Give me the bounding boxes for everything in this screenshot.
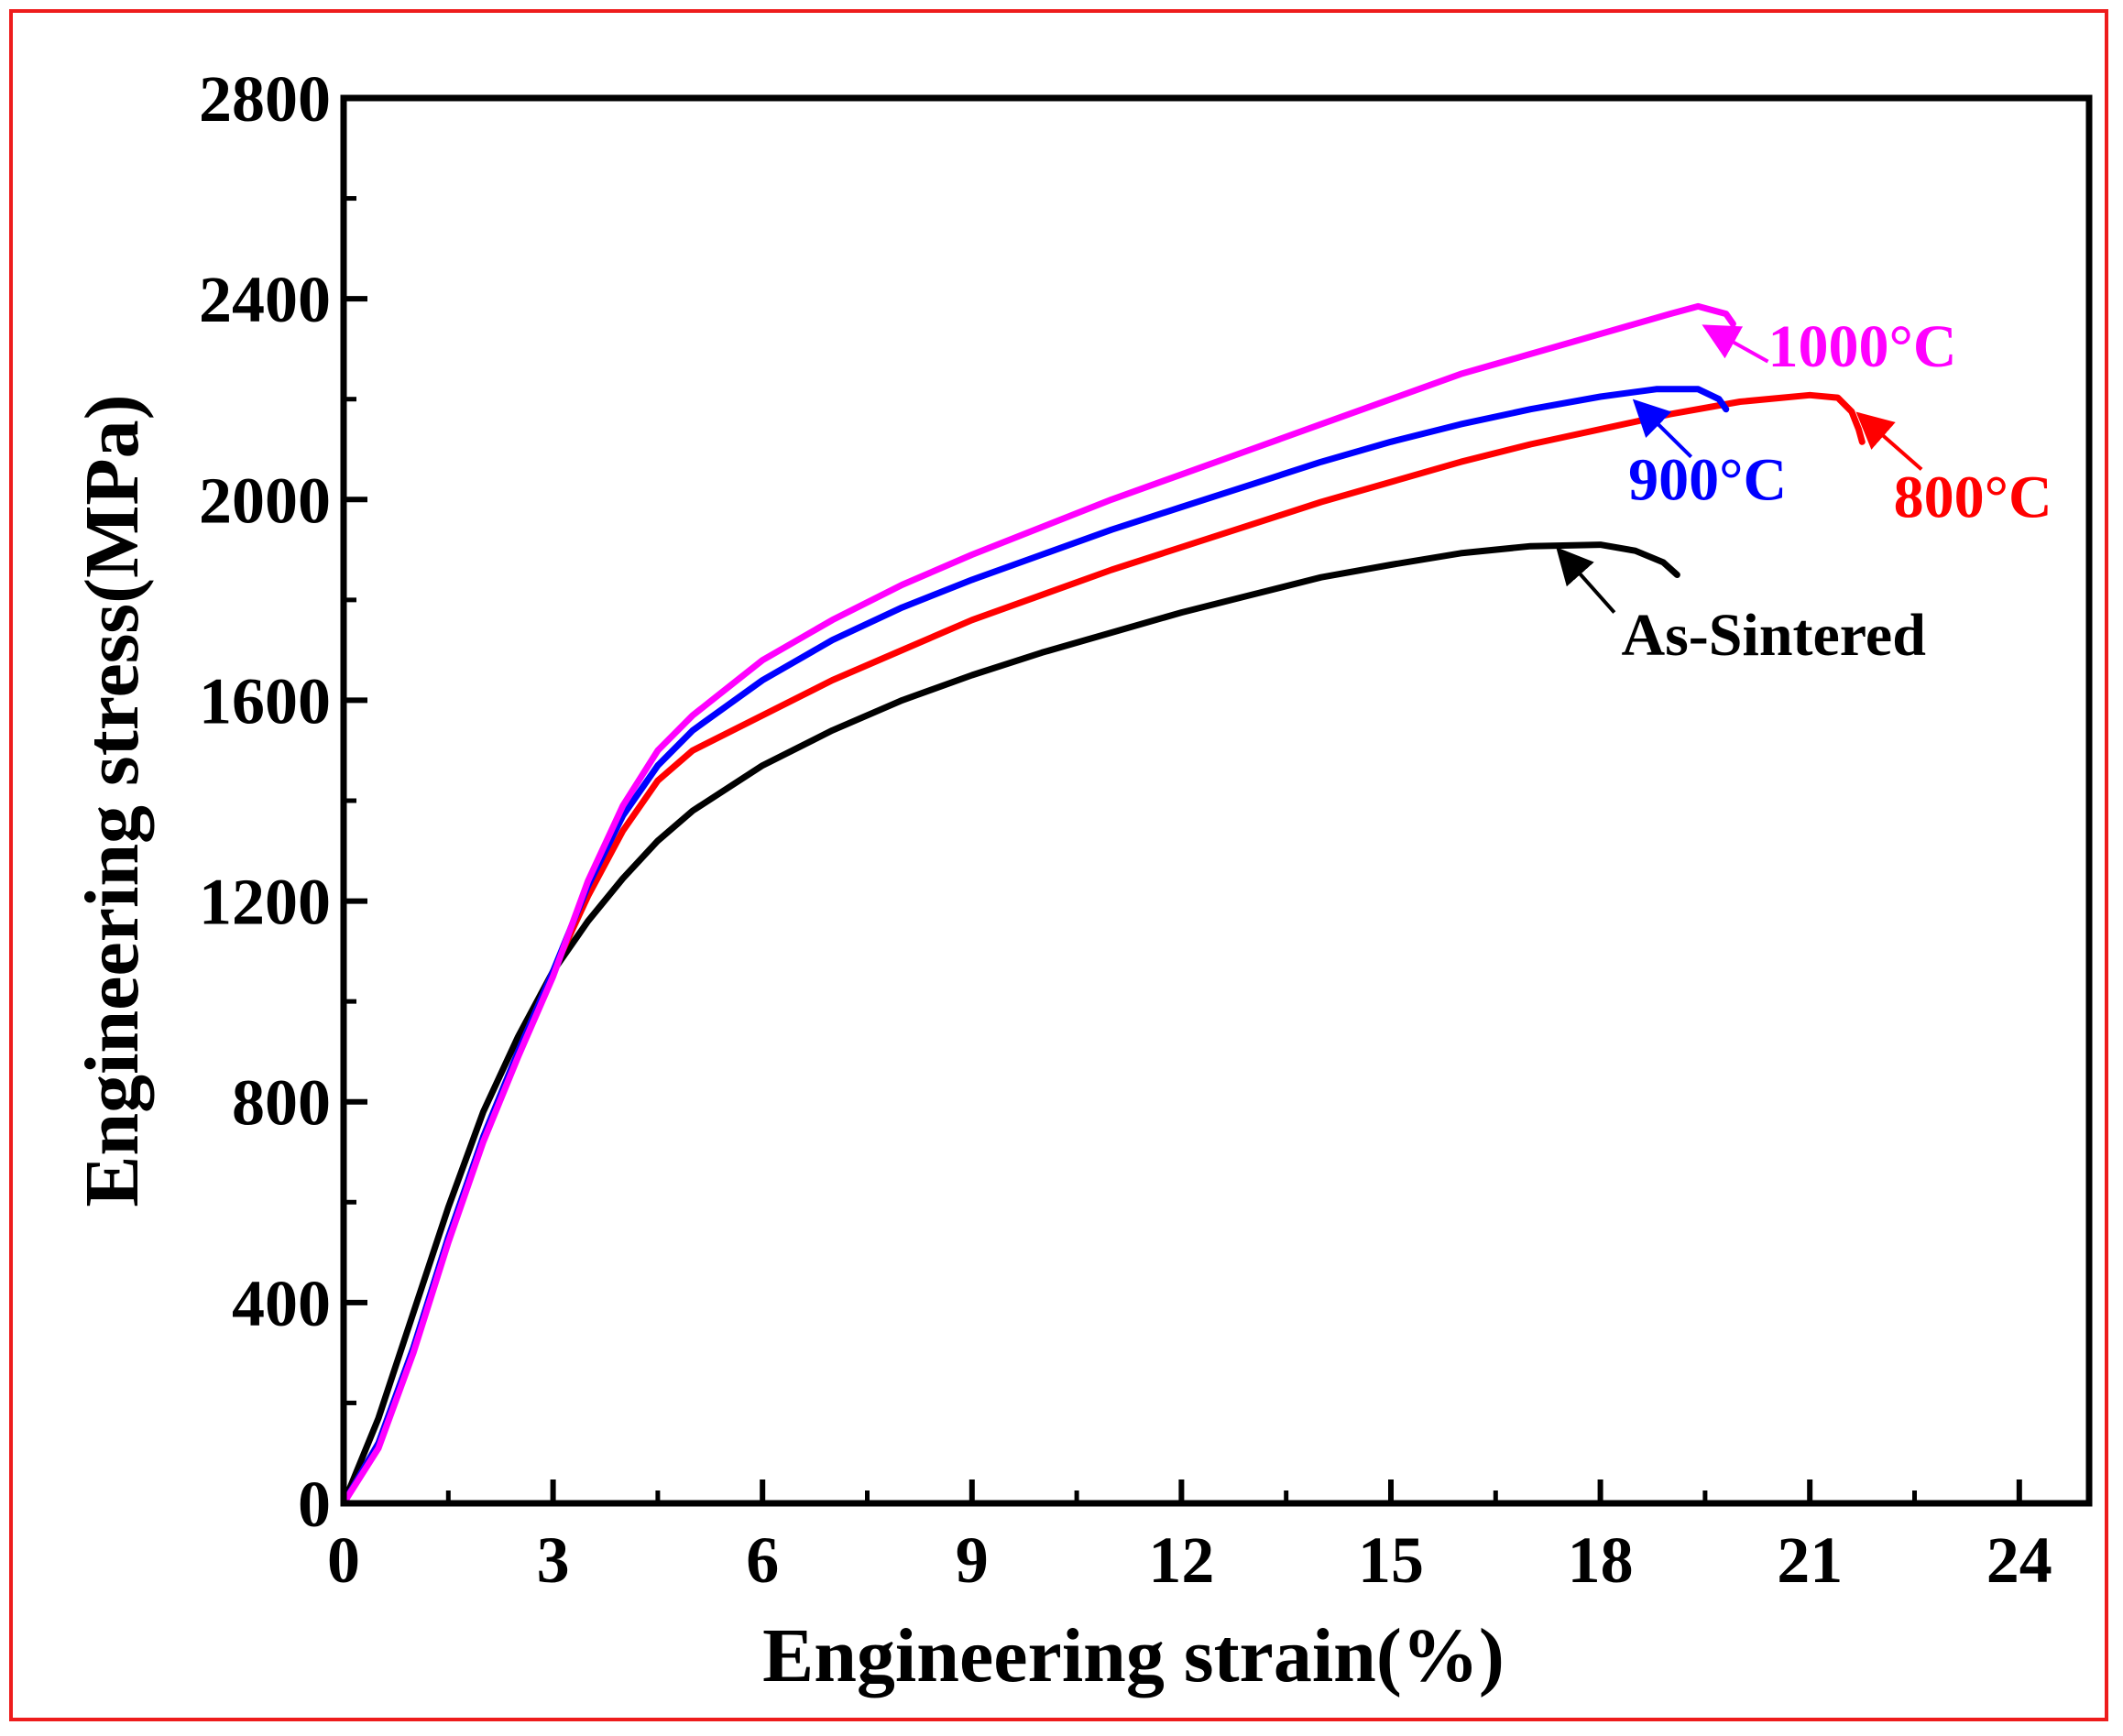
x-axis-title: Engineering strain(%)	[762, 1613, 1505, 1698]
annotation-label-800c: 800°C	[1894, 464, 2052, 530]
series-line-900c	[340, 386, 1730, 1507]
y-tick-label: 0	[298, 1468, 331, 1541]
annotation-arrow-900c	[1632, 399, 1693, 459]
figure-frame	[9, 9, 2108, 1721]
y-axis-title: Engineering stress(MPa)	[70, 394, 155, 1206]
annotation-label-as-sintered: As-Sintered	[1621, 602, 1925, 669]
annotation-arrow-as-sintered	[1556, 547, 1616, 614]
x-tick-label: 18	[1568, 1523, 1634, 1597]
x-tick-label: 21	[1777, 1523, 1843, 1597]
x-tick-label: 12	[1148, 1523, 1214, 1597]
x-tick-label: 0	[327, 1523, 360, 1597]
x-tick-label: 15	[1358, 1523, 1424, 1597]
y-tick-label: 2000	[199, 464, 331, 537]
ticks-layer	[341, 95, 2022, 1506]
series-line-1000c	[340, 302, 1736, 1507]
annotation-arrow-800c	[1855, 411, 1923, 471]
x-tick-label: 6	[746, 1523, 779, 1597]
y-tick-label: 800	[232, 1066, 331, 1140]
y-tick-label: 2400	[199, 263, 331, 336]
annotation-label-1000c: 1000°C	[1767, 313, 1956, 380]
annotation-layer: As-Sintered 800°C 900°C 1000°C	[1556, 313, 2052, 669]
x-tick-label: 9	[956, 1523, 989, 1597]
y-tick-label: 2800	[199, 62, 331, 136]
x-tick-label: 24	[1986, 1523, 2052, 1597]
annotation-label-900c: 900°C	[1628, 446, 1787, 513]
y-tick-label: 1200	[199, 866, 331, 939]
y-tick-label: 1600	[199, 664, 331, 737]
y-tick-label: 400	[232, 1267, 331, 1340]
series-line-as-sintered	[340, 541, 1680, 1507]
x-tick-label: 3	[537, 1523, 570, 1597]
labels-layer: 0 3 6 9 12 15 18 21 24 0 400 800 1200 1600 2000 2400 280…	[199, 62, 2052, 1597]
series-layer	[340, 302, 1866, 1507]
plot-frame	[340, 94, 2093, 1507]
annotation-arrow-1000c	[1702, 324, 1769, 364]
